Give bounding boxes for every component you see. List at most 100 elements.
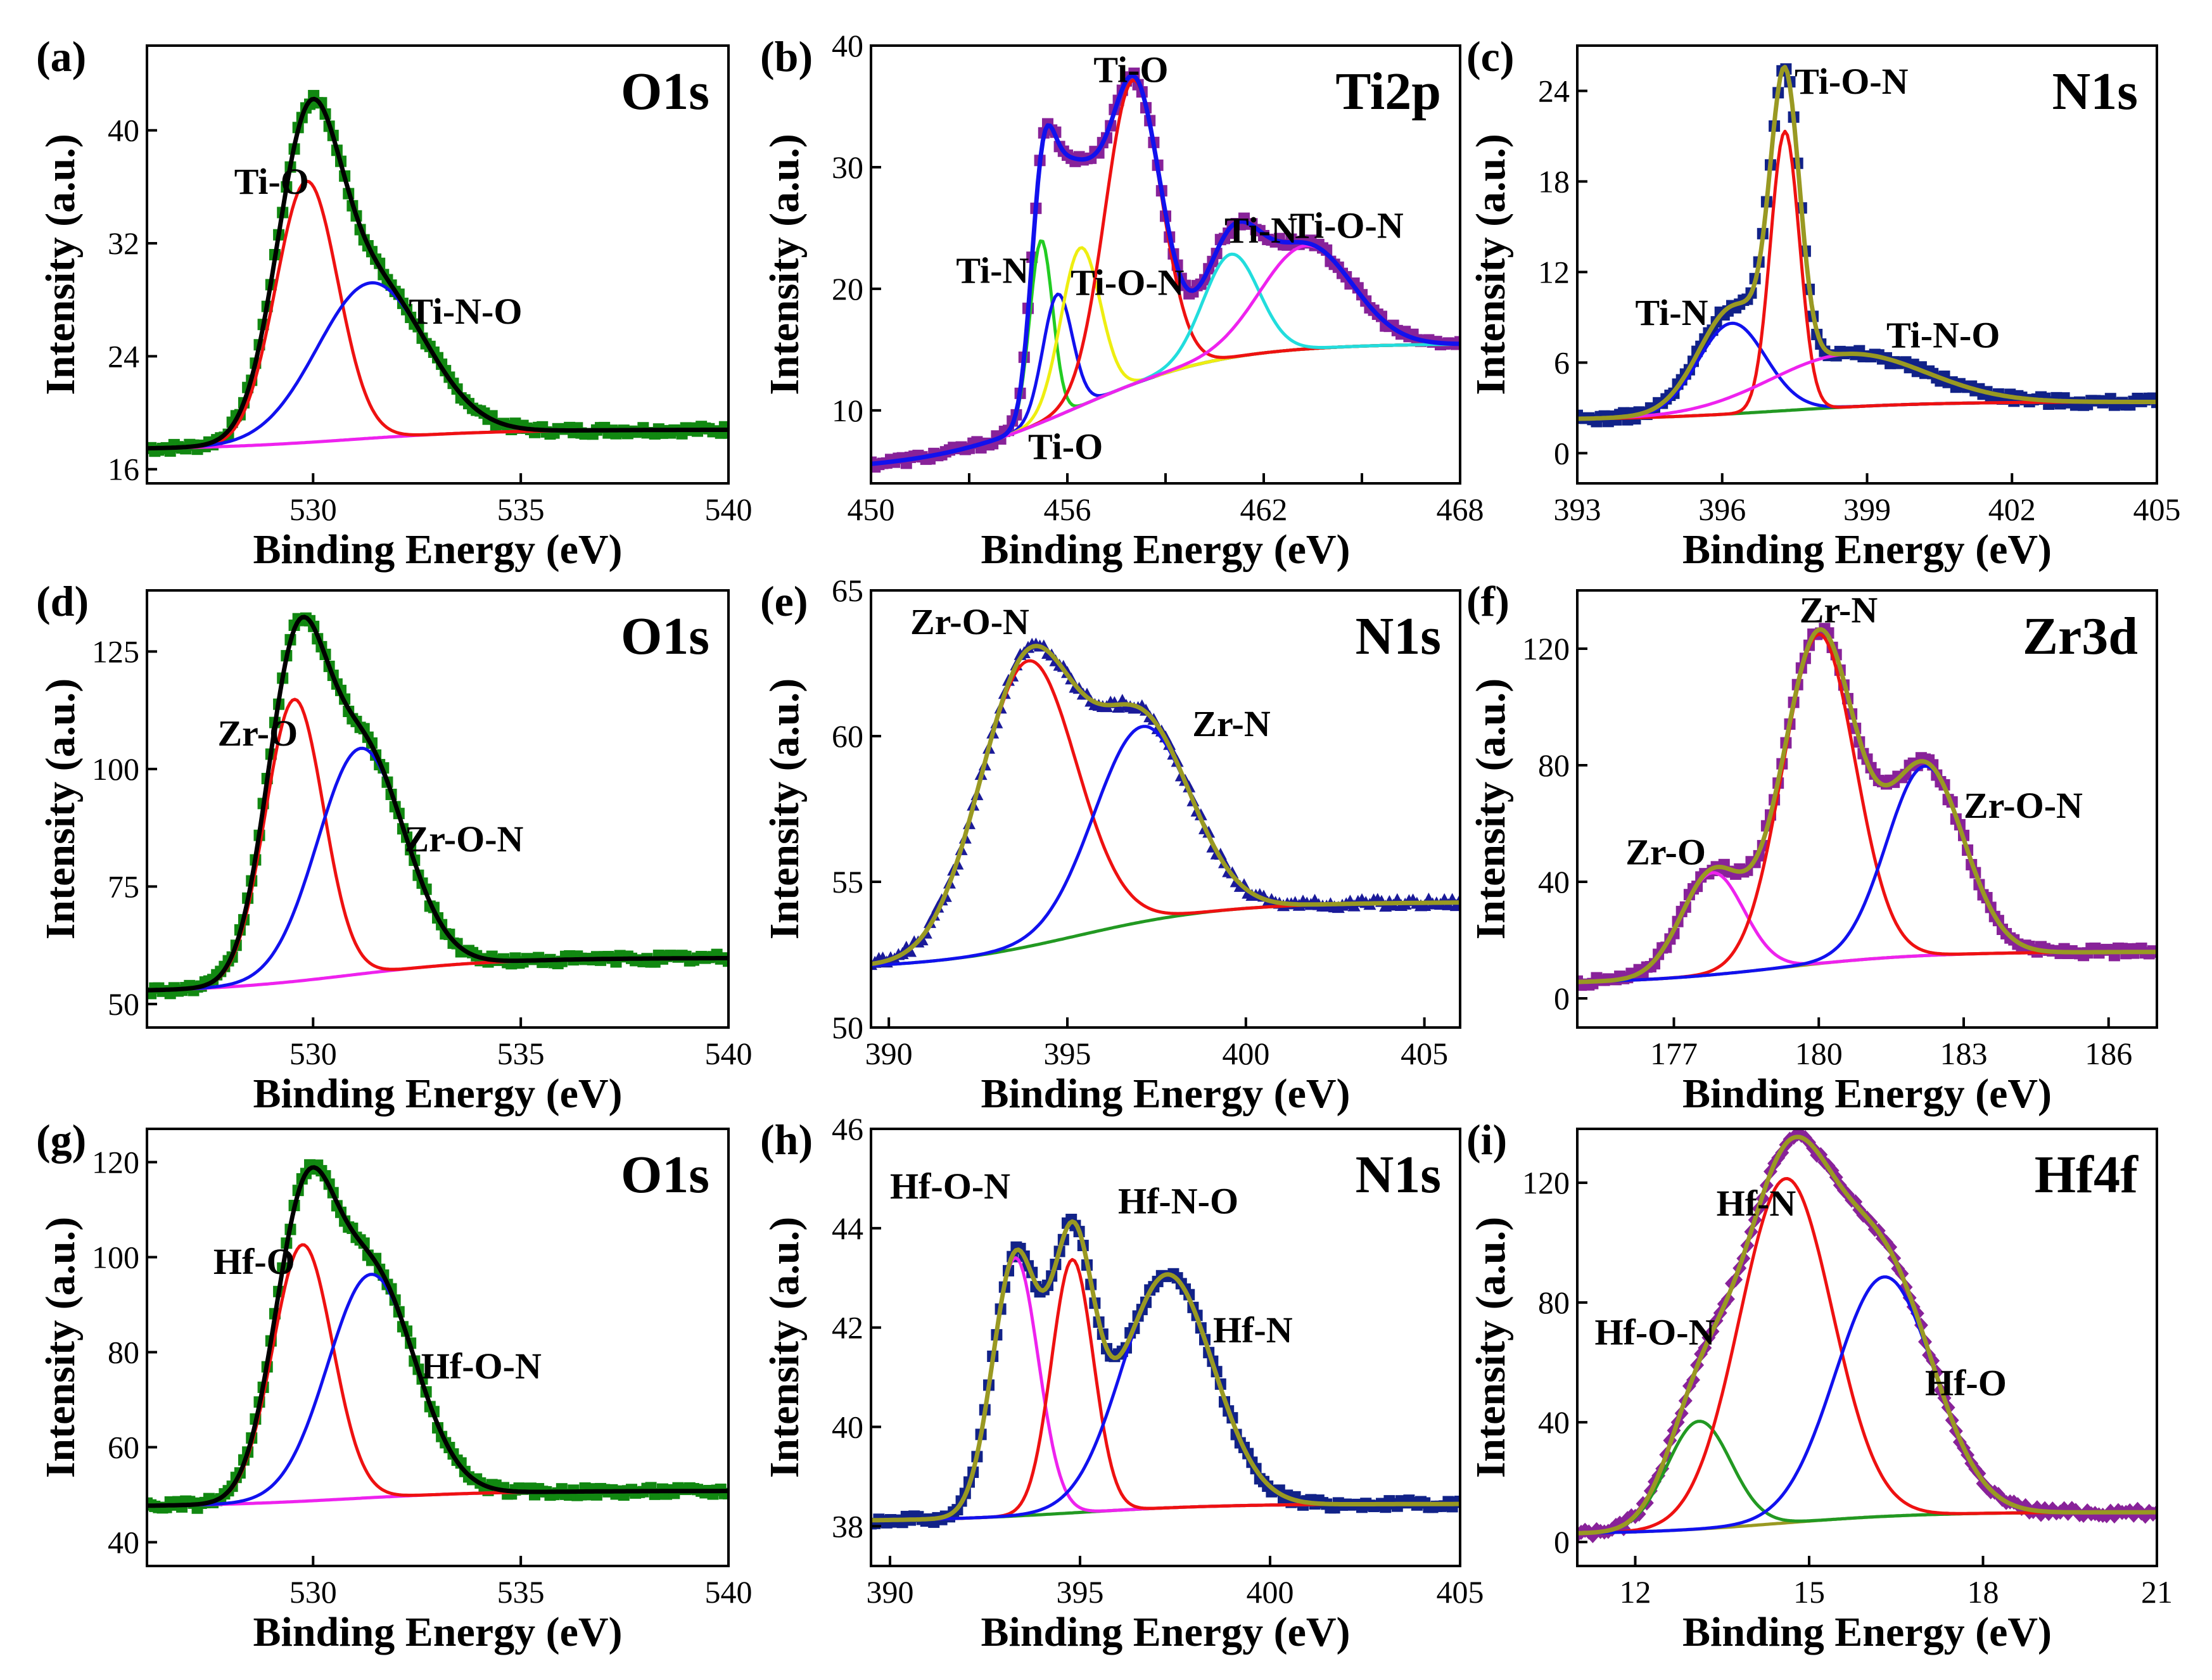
y-axis-label: Intensity (a.u.): [37, 1217, 84, 1479]
y-axis-label: Intensity (a.u.): [1468, 134, 1514, 395]
peak-hf-n: [1577, 1177, 2157, 1535]
y-tick-label: 60: [108, 1430, 139, 1465]
peak-annotation: Zr-O-N: [405, 818, 524, 860]
panel-letter: (g): [36, 1116, 86, 1164]
y-tick-label: 125: [92, 633, 139, 669]
peak-annotation: Hf-N: [1717, 1183, 1796, 1224]
x-tick-label: 400: [1247, 1574, 1294, 1610]
plot-area: [871, 67, 1460, 473]
peak-annotation: Hf-O: [1925, 1363, 2007, 1404]
y-tick-label: 38: [832, 1508, 863, 1544]
y-tick-label: 100: [92, 1240, 139, 1275]
y-axis-label: Intensity (a.u.): [37, 678, 84, 940]
panel-title: N1s: [1356, 1145, 1441, 1204]
plot-area: [1577, 63, 2157, 428]
x-tick-label: 400: [1222, 1036, 1269, 1071]
panel-h: 390 395 400 405 38 40 42 44 46 Binding Energy (eV…: [760, 1111, 1484, 1655]
y-axis-label: Intensity (a.u.): [1468, 1217, 1514, 1479]
x-axis-label: Binding Energy (eV): [1682, 1609, 2052, 1655]
y-tick-label: 42: [832, 1310, 863, 1346]
peak-ti-o: [871, 292, 1460, 466]
plot-frame: [1576, 1128, 2158, 1567]
x-tick-label: 395: [1057, 1574, 1104, 1610]
panel-f: 177 180 183 186 0 40 80 120 Binding Energy (eV) I…: [1466, 577, 2158, 1117]
peak-annotation: Hf-N: [1213, 1309, 1293, 1351]
panel-title: Zr3d: [2023, 607, 2138, 666]
x-tick-label: 390: [867, 1574, 914, 1610]
data-markers: [147, 89, 728, 457]
peak-annotation: Ti-O-N: [1290, 205, 1403, 246]
x-tick-label: 396: [1698, 492, 1746, 527]
plot-area: [871, 1213, 1460, 1530]
plot-area: [147, 612, 728, 1000]
data-markers: [147, 612, 728, 1000]
x-tick-label: 540: [705, 1036, 753, 1071]
panel-title: N1s: [2052, 62, 2138, 121]
fit-envelope: [147, 614, 728, 993]
panel-letter: (e): [760, 577, 808, 625]
panel-e: 390 395 400 405 50 55 60 65 Binding Energy (eV) I…: [760, 573, 1461, 1117]
peak-annotation: Ti-N: [1224, 210, 1297, 251]
data-markers: [871, 637, 1460, 970]
x-axis-label: Binding Energy (eV): [981, 1609, 1350, 1655]
panel-b: 450 456 462 468 10 20 30 40 Binding Energy (eV) I…: [760, 28, 1484, 573]
x-axis-label: Binding Energy (eV): [981, 526, 1350, 573]
y-tick-label: 46: [832, 1111, 863, 1147]
x-tick-label: 462: [1240, 492, 1288, 527]
data-point: [1454, 1496, 1460, 1508]
plot-area: [1577, 623, 2157, 991]
fit-envelope: [1577, 1135, 2157, 1536]
y-tick-label: 40: [832, 1409, 863, 1444]
peak-annotation: Ti-O-N: [1795, 61, 1908, 102]
panel-letter: (b): [760, 32, 813, 80]
panel-title: O1s: [621, 62, 709, 121]
y-tick-label: 44: [832, 1211, 863, 1246]
x-tick-label: 186: [2085, 1036, 2132, 1071]
fit-envelope: [147, 96, 728, 451]
plot-area: [1577, 1129, 2157, 1543]
peak-annotation: Ti-O-N: [1071, 262, 1184, 303]
y-axis-label: Intensity (a.u.): [761, 678, 808, 940]
x-axis-label: Binding Energy (eV): [253, 1071, 622, 1117]
y-tick-label: 65: [832, 573, 863, 608]
y-tick-label: 80: [108, 1335, 139, 1370]
peak-annotation: Zr-O: [1625, 831, 1706, 872]
data-point: [723, 955, 728, 967]
data-markers: [871, 1213, 1460, 1530]
x-tick-label: 390: [865, 1036, 913, 1071]
x-tick-label: 535: [497, 1036, 545, 1071]
y-axis-label: Intensity (a.u.): [37, 134, 84, 395]
plot-frame: [146, 1128, 730, 1567]
y-tick-label: 10: [832, 393, 863, 428]
peak-annotation: Ti-O: [234, 161, 309, 202]
panel-title: O1s: [621, 1145, 709, 1204]
y-tick-label: 12: [1538, 254, 1570, 290]
x-tick-label: 21: [2141, 1574, 2173, 1610]
peak-annotation: Zr-O: [217, 713, 298, 754]
y-tick-label: 50: [832, 1010, 863, 1045]
y-tick-label: 80: [1538, 1285, 1570, 1320]
y-tick-label: 0: [1554, 981, 1570, 1016]
fit-envelope: [1577, 627, 2157, 984]
plot-frame: [1576, 589, 2158, 1029]
panel-d: 530 535 540 50 75 100 125 Binding Energy (eV) In…: [36, 577, 753, 1117]
x-tick-label: 530: [289, 1036, 337, 1071]
peak-ti-o-n: [1577, 129, 2157, 421]
peak-hf-n: [871, 1273, 1460, 1522]
y-tick-label: 24: [1538, 73, 1570, 108]
panel-i: 12 15 18 21 0 40 80 120 Binding Energy (eV) Inten…: [1466, 1116, 2173, 1655]
y-axis-label: Intensity (a.u.): [761, 1217, 808, 1479]
x-axis-label: Binding Energy (eV): [253, 1609, 622, 1655]
x-tick-label: 395: [1044, 1036, 1091, 1071]
x-tick-label: 468: [1437, 492, 1484, 527]
peak-annotation: Zr-O-N: [910, 601, 1029, 642]
x-tick-label: 535: [497, 1574, 545, 1610]
peak-annotation: Ti-N-O: [409, 291, 522, 332]
y-tick-label: 60: [832, 718, 863, 754]
peak-annotation: Hf-O-N: [421, 1346, 542, 1387]
x-tick-label: 405: [1401, 1036, 1448, 1071]
x-tick-label: 177: [1650, 1036, 1698, 1071]
panel-title: N1s: [1356, 607, 1441, 666]
peak-ti-n-o: [1577, 352, 2157, 421]
plot-area: [871, 637, 1460, 970]
